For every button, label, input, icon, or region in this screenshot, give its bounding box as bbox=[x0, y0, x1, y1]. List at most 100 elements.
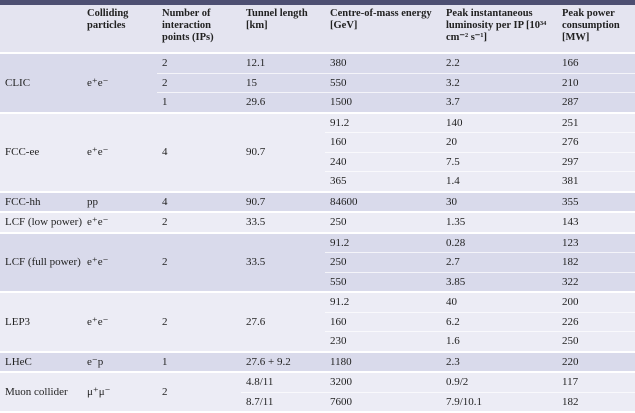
table-cell: 3.85 bbox=[441, 271, 557, 292]
table-cell: 200 bbox=[557, 291, 635, 312]
table-cell: 182 bbox=[557, 252, 635, 272]
table-cell: 322 bbox=[557, 271, 635, 292]
table-cell: 90.7 bbox=[241, 111, 325, 192]
table-cell: 0.9/2 bbox=[441, 371, 557, 392]
table-cell: 166 bbox=[557, 52, 635, 73]
row-label: CLIC bbox=[0, 52, 82, 113]
table-row: LCF (full power) e⁺e⁻ 2 33.5 91.2 0.28 123 bbox=[0, 231, 635, 292]
table-cell: 27.6 bbox=[241, 291, 325, 352]
table-cell: e⁺e⁻ bbox=[82, 111, 157, 192]
table-row: FCC-hh pp 4 90.7 84600 30 355 bbox=[0, 190, 635, 212]
row-label: Muon collider bbox=[0, 371, 82, 411]
table-cell: 30 bbox=[441, 190, 557, 212]
table-cell: 226 bbox=[557, 311, 635, 332]
table-cell: 160 bbox=[325, 132, 441, 152]
table-cell: 3200 bbox=[325, 371, 441, 392]
table-cell: 8.7/11 bbox=[241, 391, 325, 411]
table-cell: 1 bbox=[157, 350, 241, 372]
row-label: LEP3 bbox=[0, 291, 82, 352]
table-cell: 2 bbox=[157, 72, 241, 93]
row-label: LHeC bbox=[0, 350, 82, 372]
row-label: LCF (full power) bbox=[0, 231, 82, 292]
header-cell: Number of interaction points (IPs) bbox=[157, 5, 241, 53]
table-cell: 1.6 bbox=[441, 331, 557, 352]
table-cell: 33.5 bbox=[241, 231, 325, 292]
table-cell: 276 bbox=[557, 132, 635, 152]
table-row: 1 29.6 1500 3.7 287 bbox=[0, 92, 635, 113]
table-cell: 1180 bbox=[325, 350, 441, 372]
table-row: 160 20 276 bbox=[0, 132, 635, 152]
table-cell: 27.6 + 9.2 bbox=[241, 350, 325, 372]
table-cell: 230 bbox=[325, 331, 441, 352]
table-cell: 250 bbox=[325, 252, 441, 272]
table-cell: e⁺e⁻ bbox=[82, 291, 157, 352]
table-row: LHeC e⁻p 1 27.6 + 9.2 1180 2.3 220 bbox=[0, 350, 635, 372]
table-cell: 240 bbox=[325, 151, 441, 172]
table-row: 2 15 550 3.2 210 bbox=[0, 72, 635, 93]
table-cell: e⁻p bbox=[82, 350, 157, 372]
table-cell: 1 bbox=[157, 92, 241, 113]
table-cell: 2.7 bbox=[441, 252, 557, 272]
table-cell: 29.6 bbox=[241, 92, 325, 113]
table-cell: 4 bbox=[157, 111, 241, 192]
table-row: 250 2.7 182 bbox=[0, 252, 635, 272]
table-cell: 3.2 bbox=[441, 72, 557, 93]
table-cell: 20 bbox=[441, 132, 557, 152]
table-cell: 550 bbox=[325, 72, 441, 93]
table-row: LCF (low power) e⁺e⁻ 2 33.5 250 1.35 143 bbox=[0, 211, 635, 233]
table-cell: 91.2 bbox=[325, 231, 441, 253]
table-cell: e⁺e⁻ bbox=[82, 52, 157, 113]
table-row: 230 1.6 250 bbox=[0, 331, 635, 352]
table-cell: 4 bbox=[157, 190, 241, 212]
table-cell: 2 bbox=[157, 52, 241, 73]
table-cell: 140 bbox=[441, 111, 557, 133]
header-cell: Centre-of-mass energy [GeV] bbox=[325, 5, 441, 53]
table-cell: 287 bbox=[557, 92, 635, 113]
table-cell: 84600 bbox=[325, 190, 441, 212]
table-cell: 220 bbox=[557, 350, 635, 372]
table-cell: 3.7 bbox=[441, 92, 557, 113]
table-cell: 297 bbox=[557, 151, 635, 172]
table-cell: 12.1 bbox=[241, 52, 325, 73]
header-cell: Peak power consumption [MW] bbox=[557, 5, 635, 53]
table-row: FCC-ee e⁺e⁻ 4 90.7 91.2 140 251 bbox=[0, 111, 635, 192]
table-cell: 2.3 bbox=[441, 350, 557, 372]
table-cell: 2.2 bbox=[441, 52, 557, 73]
table-cell: 365 bbox=[325, 171, 441, 192]
table-cell: 90.7 bbox=[241, 190, 325, 212]
table-cell: 4.8/11 bbox=[241, 371, 325, 392]
row-label: LCF (low power) bbox=[0, 211, 82, 233]
table-cell: 143 bbox=[557, 211, 635, 233]
table-cell: 7.9/10.1 bbox=[441, 391, 557, 411]
table-cell: 0.28 bbox=[441, 231, 557, 253]
table-row: 240 7.5 297 bbox=[0, 151, 635, 172]
table-row: Muon collider μ⁺μ⁻ 2 4.8/11 3200 0.9/2 117 bbox=[0, 371, 635, 411]
table-cell: μ⁺μ⁻ bbox=[82, 371, 157, 411]
table-cell: 2 bbox=[157, 211, 241, 233]
header-row: Colliding particles Number of interaction… bbox=[0, 5, 635, 53]
table-cell: 550 bbox=[325, 271, 441, 292]
header-cell bbox=[0, 5, 82, 53]
table-cell: 1.35 bbox=[441, 211, 557, 233]
table-cell: 6.2 bbox=[441, 311, 557, 332]
table-row: 365 1.4 381 bbox=[0, 171, 635, 192]
table-cell: 7.5 bbox=[441, 151, 557, 172]
table-cell: 251 bbox=[557, 111, 635, 133]
table-cell: 91.2 bbox=[325, 111, 441, 133]
table-cell: 355 bbox=[557, 190, 635, 212]
table-row: CLIC e⁺e⁻ 2 12.1 380 2.2 166 bbox=[0, 52, 635, 113]
table-row: LEP3 e⁺e⁻ 2 27.6 91.2 40 200 bbox=[0, 291, 635, 352]
table-cell: 160 bbox=[325, 311, 441, 332]
table-cell: 7600 bbox=[325, 391, 441, 411]
table-cell: 1.4 bbox=[441, 171, 557, 192]
header-cell: Colliding particles bbox=[82, 5, 157, 53]
table-cell: 2 bbox=[157, 231, 241, 292]
table-cell: 250 bbox=[557, 331, 635, 352]
table-row: 550 3.85 322 bbox=[0, 271, 635, 292]
table-cell: 40 bbox=[441, 291, 557, 312]
table-cell: 250 bbox=[325, 211, 441, 233]
table-cell: 380 bbox=[325, 52, 441, 73]
header-cell: Peak instantaneous luminosity per IP [10… bbox=[441, 5, 557, 53]
table-cell: 91.2 bbox=[325, 291, 441, 312]
